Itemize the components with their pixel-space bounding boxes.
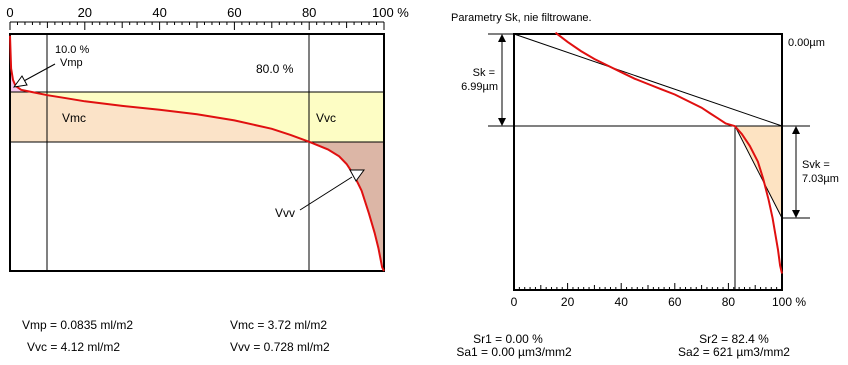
left-plot-frame	[9, 33, 385, 272]
sr2-result: Sr2 = 82.4 %	[699, 332, 769, 346]
vvc-boundary	[10, 92, 310, 142]
vvc-label: Vvc	[316, 111, 336, 125]
left-axis-ticks	[9, 22, 385, 30]
vmp-label: Vmp	[60, 57, 83, 69]
left-tick-label-20: 20	[78, 5, 92, 20]
sa1-result: Sa1 = 0.00 µm3/mm2	[456, 345, 572, 359]
right-plot-frame	[513, 33, 783, 291]
vmp-result: Vmp = 0.0835 ml/m2	[22, 318, 133, 332]
vvv-arrow	[299, 169, 365, 211]
sa2-result: Sa2 = 621 µm3/mm2	[678, 345, 790, 359]
svk-dimension-arrow	[792, 126, 800, 218]
right-tick-label-40: 40	[615, 295, 629, 309]
vmp-arrow	[12, 63, 56, 88]
sk-label: Sk =	[473, 67, 495, 79]
left-results: Vmp = 0.0835 ml/m2 Vmc = 3.72 ml/m2 Vvc …	[22, 318, 330, 354]
svk-label: Svk =	[802, 159, 830, 171]
mr1-label: 10.0 %	[55, 44, 89, 56]
left-tick-label-100: 100 %	[372, 5, 409, 20]
left-chart: 0 20 40 60 80 100 % 10.0 % Vmp 80.0 % Vm…	[6, 5, 409, 272]
right-tick-label-100: 100 %	[772, 295, 806, 309]
left-tick-label-0: 0	[6, 5, 13, 20]
svk-value: 7.03µm	[802, 173, 839, 185]
right-bearing-curve	[554, 31, 783, 274]
mr2-label: 80.0 %	[256, 62, 294, 76]
top-height-value: 0.00µm	[788, 37, 825, 49]
vmc-result: Vmc = 3.72 ml/m2	[230, 318, 327, 332]
vmc-label: Vmc	[62, 111, 86, 125]
left-tick-label-60: 60	[227, 5, 241, 20]
sk-value: 6.99µm	[461, 81, 498, 93]
right-tick-label-0: 0	[511, 295, 518, 309]
sk-dimension-arrow	[498, 34, 506, 126]
right-results: Sr1 = 0.00 % Sa1 = 0.00 µm3/mm2 Sr2 = 82…	[456, 332, 790, 359]
right-axis-ticks	[513, 283, 783, 290]
vvv-result: Vvv = 0.728 ml/m2	[230, 340, 330, 354]
equivalent-line	[513, 33, 783, 127]
right-tick-label-80: 80	[722, 295, 736, 309]
left-tick-label-80: 80	[302, 5, 316, 20]
vvv-label: Vvv	[275, 206, 295, 220]
vvc-area	[309, 92, 384, 142]
left-tick-label-40: 40	[152, 5, 166, 20]
vvc-result: Vvc = 4.12 ml/m2	[27, 340, 120, 354]
vmp-area	[10, 34, 32, 92]
sr1-result: Sr1 = 0.00 %	[473, 332, 543, 346]
right-chart: Parametry Sk, nie filtrowane. 0 20 40 60…	[451, 12, 839, 309]
right-tick-label-60: 60	[668, 295, 682, 309]
svk-hypotenuse	[734, 125, 783, 219]
left-bearing-curve	[9, 35, 385, 272]
vvv-area	[309, 142, 384, 271]
right-chart-title: Parametry Sk, nie filtrowane.	[451, 12, 592, 24]
right-tick-label-20: 20	[561, 295, 575, 309]
